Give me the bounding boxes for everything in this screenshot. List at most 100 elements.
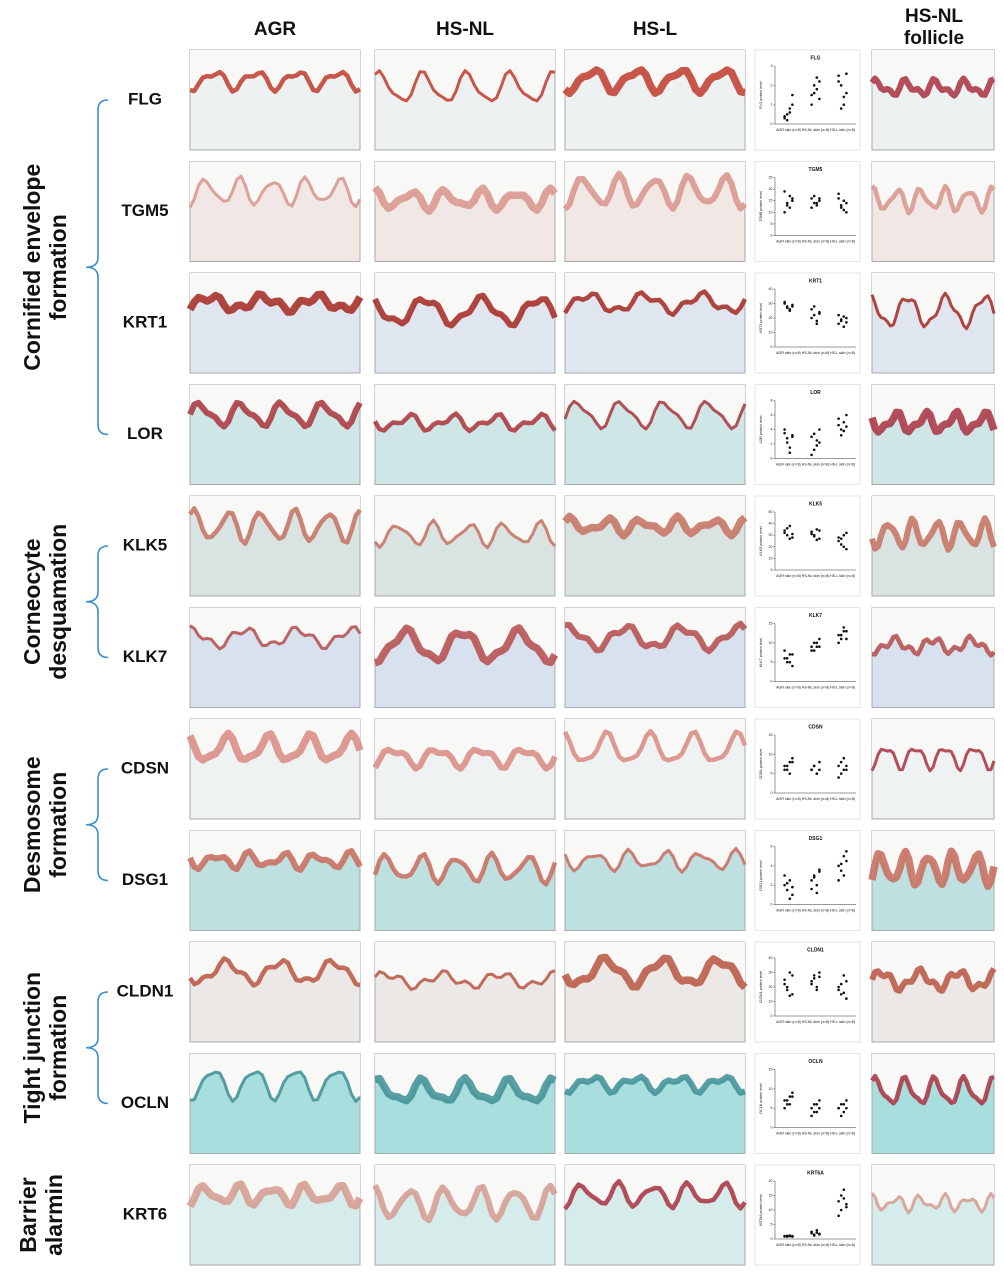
- data-point: [812, 641, 816, 645]
- data-point: [791, 199, 794, 202]
- epidermis: [562, 512, 748, 540]
- data-point: [812, 194, 816, 198]
- data-point: [815, 891, 819, 895]
- data-point: [785, 118, 789, 122]
- y-tick-label: 20: [769, 1179, 773, 1183]
- y-tick-label: 20: [769, 985, 773, 989]
- data-point: [818, 1233, 821, 1236]
- epidermis: [563, 1073, 746, 1097]
- y-axis-label: DSG1 protein level: [759, 860, 763, 890]
- histology-image: [869, 49, 996, 151]
- x-tick-label: HS-NL skin (n=8): [802, 462, 830, 466]
- y-tick-label: 0: [771, 791, 773, 795]
- chart-title: CDSN: [808, 724, 823, 730]
- y-tick-label: 10: [769, 1208, 773, 1212]
- group-label: Corneocyte: [19, 538, 45, 665]
- chart-title: OCLN: [808, 1059, 823, 1065]
- group-label: formation: [45, 772, 71, 878]
- data-point: [783, 978, 786, 982]
- y-tick-label: 10: [769, 330, 773, 334]
- data-point: [788, 879, 792, 882]
- x-tick-label: HS-NL skin (n=8): [802, 1131, 830, 1135]
- chart-frame: [754, 718, 861, 820]
- epidermis: [188, 506, 362, 546]
- data-point: [810, 453, 813, 457]
- histology-image: [871, 607, 996, 708]
- data-point: [785, 1103, 789, 1106]
- stratum-corneum: [190, 1053, 360, 1102]
- epidermis: [564, 620, 748, 655]
- data-point: [839, 206, 843, 209]
- data-point: [815, 201, 819, 205]
- data-point: [845, 979, 848, 983]
- stratum-corneum: [872, 1165, 994, 1213]
- data-point: [815, 76, 819, 79]
- data-point: [812, 313, 816, 317]
- epidermis: [870, 747, 996, 773]
- data-point: [815, 87, 819, 91]
- histology-image: [189, 49, 362, 151]
- x-tick-label: AGR skin (n=8): [776, 685, 801, 689]
- epidermis: [373, 518, 557, 550]
- histology-image: [373, 607, 559, 708]
- stratum-corneum: [375, 384, 555, 431]
- y-tick-label: 15: [769, 199, 773, 203]
- histology-image: [870, 1053, 995, 1154]
- histology-image: [189, 1053, 362, 1154]
- epidermis: [869, 75, 996, 99]
- data-point: [812, 432, 816, 436]
- histology-image: [372, 161, 558, 262]
- epidermis: [372, 1182, 558, 1224]
- marker-label: TGM5: [121, 201, 168, 220]
- histology-image: [562, 49, 746, 151]
- y-tick-label: 10: [769, 999, 773, 1003]
- data-point: [812, 84, 816, 87]
- marker-label: KRT6: [123, 1204, 167, 1223]
- y-tick-label: 10: [769, 752, 773, 756]
- data-point: [842, 420, 846, 424]
- data-point: [783, 211, 786, 214]
- y-tick-label: 20: [769, 545, 773, 549]
- chart-frame: [754, 384, 861, 485]
- data-point: [842, 768, 846, 772]
- stratum-corneum: [190, 607, 360, 649]
- data-point: [845, 91, 848, 95]
- data-point: [818, 197, 821, 200]
- data-point: [815, 322, 819, 326]
- epidermis: [562, 170, 748, 212]
- x-tick-label: AGR skin (n=8): [776, 1131, 801, 1135]
- histology-image: [870, 718, 996, 820]
- column-header: follicle: [904, 28, 964, 49]
- y-tick-label: 1: [771, 103, 773, 107]
- data-point: [839, 1208, 843, 1212]
- histology-image: [187, 384, 363, 485]
- x-tick-label: AGR skin (n=8): [776, 797, 801, 801]
- data-point: [791, 992, 794, 996]
- data-point: [845, 316, 848, 320]
- y-tick-label: 5: [771, 660, 773, 664]
- brace: [85, 545, 109, 659]
- x-tick-label: HS-NL skin (n=8): [802, 128, 830, 132]
- group-label: Tight junction: [19, 972, 45, 1124]
- data-point: [845, 211, 848, 214]
- epidermis: [869, 965, 997, 994]
- y-tick-label: 3: [771, 64, 773, 68]
- data-point: [812, 874, 816, 877]
- chart-title: CLDN1: [807, 947, 824, 953]
- x-tick-label: AGR skin (n=8): [776, 239, 801, 243]
- stratum-corneum: [190, 50, 360, 92]
- y-tick-label: 0: [771, 456, 773, 460]
- data-point: [791, 93, 794, 97]
- group-label: Barrier: [15, 1177, 41, 1252]
- data-point: [839, 862, 843, 866]
- y-tick-label: 50: [769, 510, 773, 514]
- chart-frame: [754, 161, 861, 262]
- histology-image: [868, 830, 998, 931]
- y-tick-label: 40: [769, 522, 773, 526]
- epidermis: [868, 847, 998, 891]
- chart-frame: [754, 607, 861, 708]
- data-point: [842, 974, 846, 977]
- y-tick-label: 5: [771, 1106, 773, 1110]
- data-point: [785, 436, 789, 440]
- epidermis: [372, 292, 558, 329]
